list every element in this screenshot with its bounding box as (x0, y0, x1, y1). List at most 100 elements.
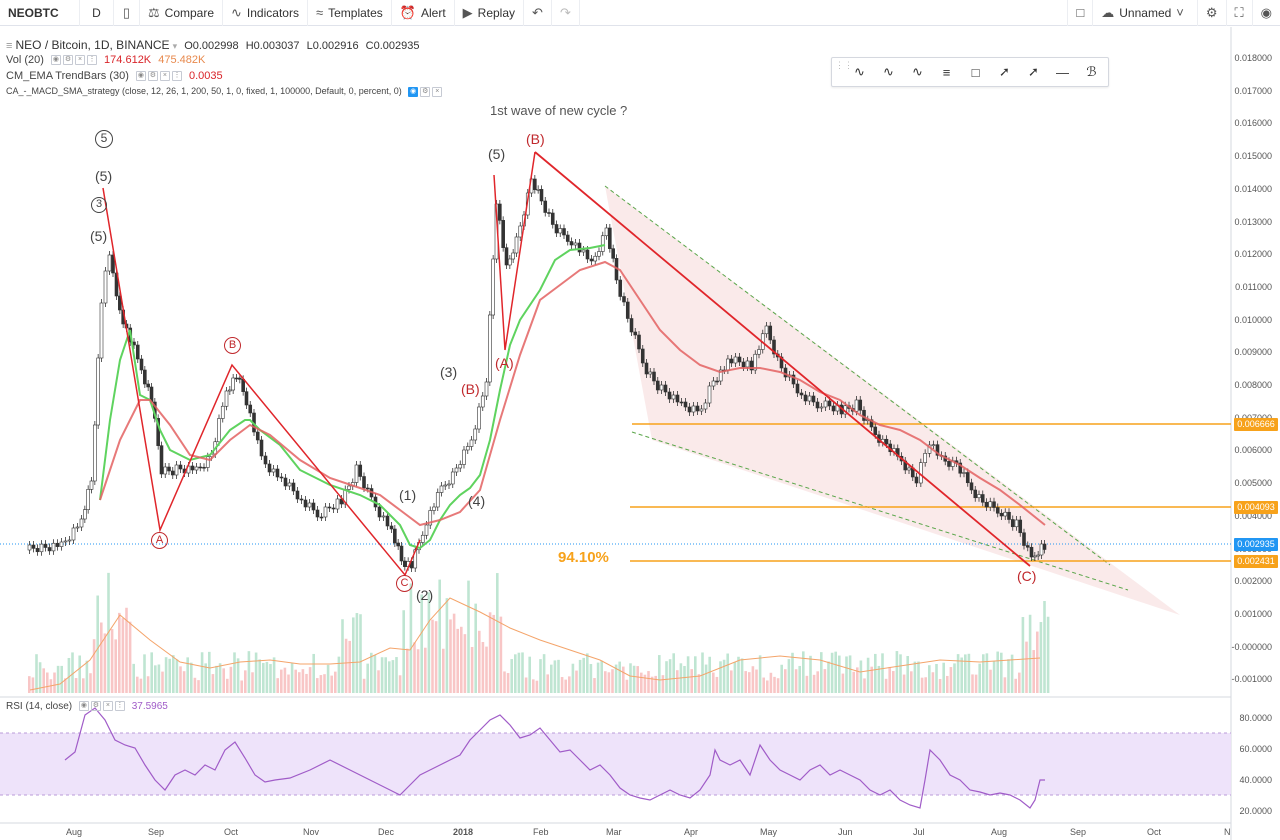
alert-button[interactable]: ⏰ Alert (392, 0, 455, 26)
chevron-down-icon[interactable]: ▾ (172, 41, 178, 51)
templates-label: Templates (328, 5, 383, 20)
fib-tool[interactable]: ≡ (932, 58, 961, 86)
close-small-icon[interactable]: × (432, 86, 443, 97)
candle-body (217, 418, 221, 443)
fullscreen-layout-button[interactable]: □ (1067, 0, 1092, 26)
close-small-icon[interactable]: × (102, 701, 113, 712)
candle-body (1029, 546, 1034, 558)
volume-bar (161, 671, 164, 693)
undo-button[interactable]: ↶ (524, 0, 552, 26)
wave-circle-b[interactable]: B (224, 337, 241, 354)
wave-label-c-end[interactable]: (C) (1017, 568, 1037, 584)
eye-icon[interactable]: ◉ (50, 55, 61, 66)
compare-button[interactable]: ⚖ Compare (140, 0, 224, 26)
replay-icon: ▶ (462, 4, 473, 20)
more-icon[interactable]: ⋮ (86, 55, 97, 66)
wave-label-a-mid[interactable]: (A) (495, 355, 514, 371)
collapse-icon[interactable]: ≡ (6, 40, 13, 52)
volume-bar (949, 667, 953, 693)
wave-circle-5[interactable]: 5 (95, 130, 113, 148)
volume-bar (28, 676, 31, 693)
chart-type-button[interactable]: ▯ (114, 0, 140, 26)
templates-button[interactable]: ≈ Templates (308, 0, 392, 26)
undo-icon: ↶ (532, 4, 543, 20)
candle-body (67, 539, 72, 542)
settings-small-icon[interactable]: ⚙ (62, 55, 73, 66)
trend-line-tool[interactable]: ➚ (990, 58, 1019, 86)
layout-menu[interactable]: ☁ Unnamed ˅ (1092, 0, 1197, 26)
volume-bar (168, 658, 171, 693)
candle-body (27, 544, 32, 551)
volume-bar (42, 668, 45, 693)
volume-bar (1018, 672, 1021, 693)
rsi-legend-buttons[interactable]: ◉ ⚙ × ⋮ (78, 701, 125, 712)
candle-body (772, 339, 776, 355)
volume-bar (499, 616, 503, 693)
templates-icon: ≈ (315, 5, 324, 20)
settings-small-icon[interactable]: ⚙ (90, 701, 101, 712)
interval-button[interactable]: D (80, 0, 114, 26)
volume-bar (154, 665, 157, 693)
candle-body (146, 383, 150, 388)
wave-label-2[interactable]: (2) (416, 587, 434, 603)
percent-label[interactable]: 94.10% (558, 549, 609, 566)
grip-icon[interactable]: ⋮⋮ (835, 60, 853, 70)
wave-circle-c[interactable]: C (396, 575, 413, 592)
wave-label-b-top[interactable]: (B) (526, 131, 545, 147)
drawing-toolbar: ⋮⋮ ∿ ∿ ∿ ≡ □ ➚ ➚ — ℬ (831, 57, 1109, 87)
square-icon: □ (1076, 5, 1085, 20)
more-icon[interactable]: ⋮ (114, 701, 125, 712)
wave-circle-a[interactable]: A (151, 532, 168, 549)
eye-icon[interactable]: ◉ (408, 86, 419, 97)
settings-small-icon[interactable]: ⚙ (147, 71, 158, 82)
volume-bar (686, 656, 690, 693)
volume-legend-buttons[interactable]: ◉ ⚙ × ⋮ (50, 55, 97, 66)
candle-body (255, 431, 260, 441)
wave-label-1[interactable]: (1) (399, 487, 417, 503)
wave-label-3[interactable]: (3) (440, 364, 458, 380)
wave-label-5-paren-2[interactable]: (5) (90, 228, 108, 244)
volume-bar (269, 664, 272, 693)
candle-body (565, 234, 570, 242)
elliott-impulse-tool[interactable]: ∿ (845, 58, 874, 86)
volume-bar (755, 669, 758, 693)
eye-icon[interactable]: ◉ (135, 71, 146, 82)
candle-body (675, 394, 680, 403)
fullscreen-button[interactable]: ⛶ (1225, 0, 1252, 26)
wave-label-4[interactable]: (4) (468, 493, 486, 509)
eye-icon[interactable]: ◉ (78, 701, 89, 712)
volume-bar (762, 677, 765, 693)
symbol-search[interactable]: NEOBTC (0, 0, 80, 26)
ema-legend-buttons[interactable]: ◉ ⚙ × ⋮ (135, 71, 182, 82)
wave-circle-3[interactable]: 3 (91, 197, 107, 213)
snapshot-button[interactable]: ◉ (1251, 0, 1280, 26)
volume-bar (661, 675, 665, 693)
volume-bar (956, 654, 960, 693)
vertical-cursor-tool[interactable]: ℬ (1077, 58, 1106, 86)
volume-bar (388, 661, 391, 693)
ray-tool[interactable]: ➚ (1019, 58, 1048, 86)
replay-button[interactable]: ▶ Replay (455, 0, 525, 26)
volume-bar (409, 583, 413, 693)
indicators-button[interactable]: ∿ Indicators (223, 0, 308, 26)
volume-bar (64, 678, 67, 693)
rectangle-tool[interactable]: □ (961, 58, 990, 86)
strategy-legend-buttons[interactable]: ◉ ⚙ × (408, 86, 443, 97)
volume-bar (208, 651, 211, 693)
wave-label-b-mid[interactable]: (B) (461, 381, 480, 397)
redo-button[interactable]: ↷ (552, 0, 580, 26)
volume-bar (978, 663, 981, 693)
settings-button[interactable]: ⚙ (1196, 0, 1226, 26)
close-small-icon[interactable]: × (159, 71, 170, 82)
wave-label-5-top[interactable]: (5) (488, 146, 506, 162)
close-small-icon[interactable]: × (74, 55, 85, 66)
elliott-triangle-tool[interactable]: ∿ (903, 58, 932, 86)
more-icon[interactable]: ⋮ (171, 71, 182, 82)
cycle-note[interactable]: 1st wave of new cycle ? (490, 103, 628, 118)
horizontal-line-tool[interactable]: — (1048, 58, 1077, 86)
wave-label-5-paren[interactable]: (5) (95, 168, 113, 184)
settings-small-icon[interactable]: ⚙ (420, 86, 431, 97)
elliott-correction-tool[interactable]: ∿ (874, 58, 903, 86)
candle-body (815, 401, 820, 409)
